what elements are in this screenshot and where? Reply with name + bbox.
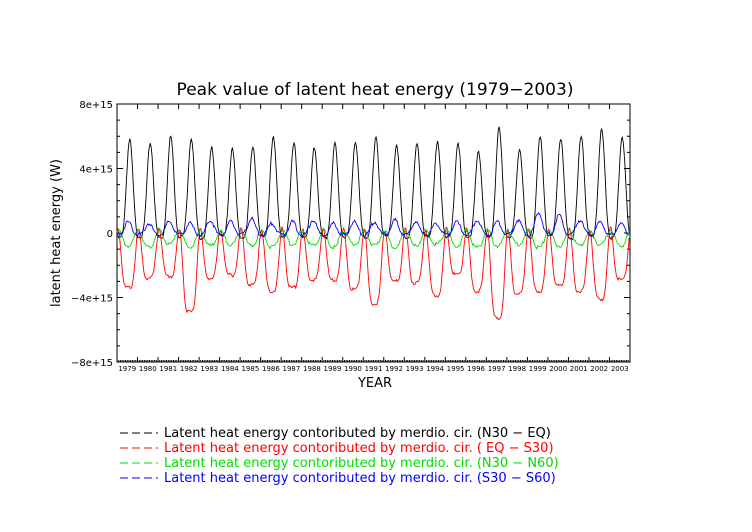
x-tick-label: 1981 <box>159 365 177 373</box>
x-tick-label: 1980 <box>139 365 157 373</box>
series-line-1 <box>116 126 630 241</box>
x-tick-label: 2001 <box>570 365 588 373</box>
y-tick-label: 4e+15 <box>79 165 113 176</box>
x-tick-label: 2002 <box>590 365 608 373</box>
x-tick-label: 1979 <box>118 365 136 373</box>
y-tick-label: 0 <box>107 229 113 240</box>
x-tick-label: 1983 <box>200 365 218 373</box>
x-tick-label: 1999 <box>529 365 547 373</box>
x-tick-label: 1998 <box>508 365 526 373</box>
x-tick-label: 1993 <box>406 365 424 373</box>
legend-label-4: Latent heat energy contoributed by merdi… <box>164 471 556 486</box>
x-tick-label: 1982 <box>180 365 198 373</box>
x-tick-label: 1984 <box>221 365 239 373</box>
x-tick-label: 1987 <box>283 365 301 373</box>
x-tick-label: 2000 <box>549 365 567 373</box>
x-tick-label: 1986 <box>262 365 280 373</box>
chart-title: Peak value of latent heat energy (1979−2… <box>177 80 574 100</box>
legend-label-2: Latent heat energy contoributed by merdi… <box>164 441 554 456</box>
x-tick-label: 1995 <box>447 365 465 373</box>
x-tick-label: 1990 <box>344 365 362 373</box>
series-line-2 <box>116 226 630 321</box>
series-line-3 <box>116 227 630 251</box>
x-tick-label: 2003 <box>611 365 629 373</box>
x-tick-label: 1991 <box>365 365 383 373</box>
y-tick-label: 8e+15 <box>79 100 113 111</box>
x-tick-label: 1985 <box>241 365 259 373</box>
y-axis-label: latent heat energy (W) <box>49 159 64 307</box>
y-tick-label: −8e+15 <box>71 358 113 369</box>
x-tick-label: 1996 <box>467 365 485 373</box>
legend: Latent heat energy contoributed by merdi… <box>120 426 559 486</box>
x-tick-label: 1988 <box>303 365 321 373</box>
y-tick-label: −4e+15 <box>71 294 113 305</box>
x-axis-label: YEAR <box>357 376 392 391</box>
series-line-4 <box>116 212 630 238</box>
x-tick-label: 1994 <box>426 365 444 373</box>
x-tick-label: 1992 <box>385 365 403 373</box>
series-lines <box>116 126 630 321</box>
x-axis: 1979 1980 1981 1982 1983 1984 1985 1986 1987 1988… <box>116 104 629 373</box>
legend-label-3: Latent heat energy contoributed by merdi… <box>164 456 559 471</box>
x-tick-label: 1997 <box>488 365 506 373</box>
x-tick-label: 1989 <box>324 365 342 373</box>
y-axis: 8e+15 4e+15 0 −4e+15 −8e+15 <box>71 100 630 369</box>
legend-label-1: Latent heat energy contoributed by merdi… <box>164 426 551 441</box>
